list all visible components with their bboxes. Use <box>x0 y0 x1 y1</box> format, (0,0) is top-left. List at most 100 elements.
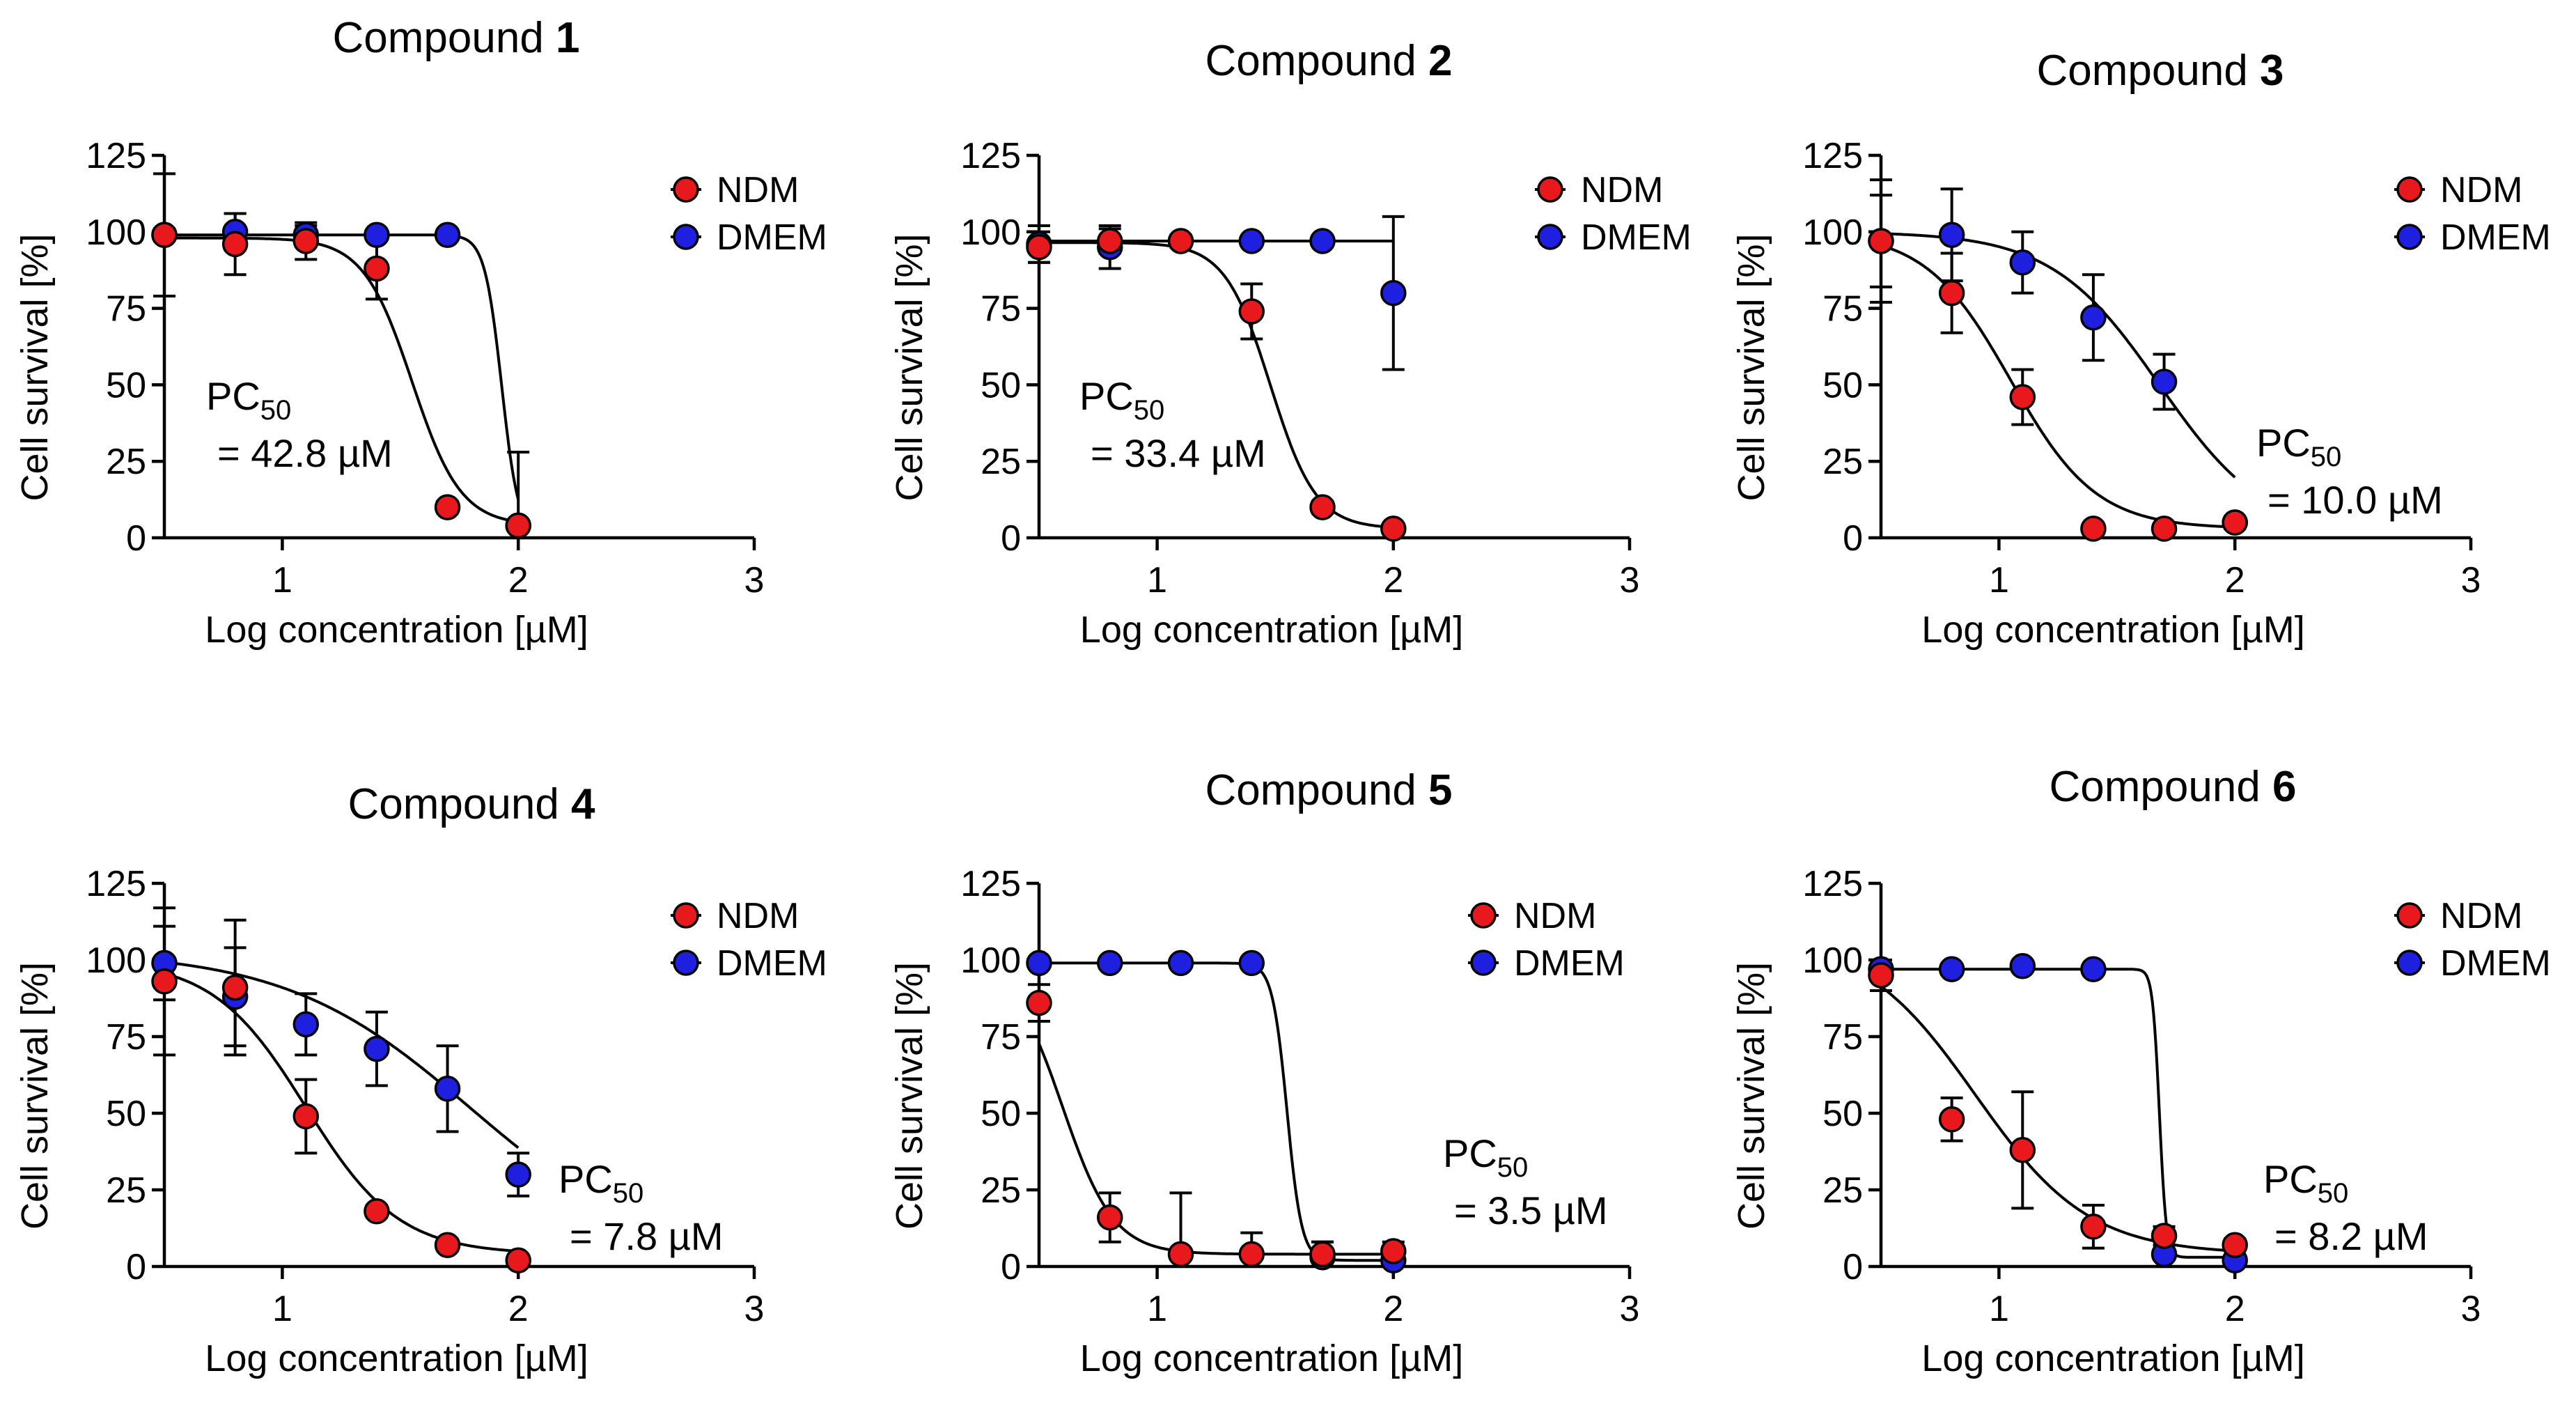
legend-marker <box>2396 176 2423 203</box>
data-point-ndm <box>1167 1241 1194 1268</box>
x-axis-label: Log concentration [µM] <box>205 1338 588 1379</box>
y-tick-label: 125 <box>86 864 146 904</box>
x-tick-label: 1 <box>1989 1289 2009 1329</box>
data-point-dmem <box>1167 950 1194 977</box>
y-axis-label: Cell survival [%] <box>14 233 56 501</box>
legend-marker <box>1470 902 1497 929</box>
y-tick-label: 75 <box>106 1017 146 1058</box>
legend-item-dmem: DMEM <box>2394 217 2551 258</box>
data-point-ndm <box>221 974 249 1001</box>
x-tick-label: 3 <box>1620 560 1640 601</box>
pc50-label: PC50 <box>559 1157 643 1209</box>
chart-panel-1: Compound 1 0 25 50 75 100 125 1 2 3 Log concentrat… <box>14 14 827 651</box>
legend-item-dmem: DMEM <box>1468 943 1625 984</box>
data-point-ndm <box>151 968 178 995</box>
pc50-annotation: PC50 = 10.0 µM <box>2256 421 2443 522</box>
legend-item-ndm: NDM <box>671 896 799 936</box>
y-axis-label: Cell survival [%] <box>14 962 56 1230</box>
y-axis-label: Cell survival [%] <box>889 233 930 501</box>
y-tick-label: 125 <box>1802 136 1863 176</box>
data-point-ndm <box>2080 1214 2107 1240</box>
x-tick-label: 1 <box>1147 560 1167 601</box>
data-point-ndm <box>1097 228 1123 254</box>
y-tick-label: 100 <box>1802 940 1863 981</box>
data-point-ndm <box>1938 1106 1965 1133</box>
chart-title-number: 2 <box>1428 37 1452 85</box>
legend-item-ndm: NDM <box>2394 896 2522 936</box>
data-point-ndm <box>2009 1137 2036 1163</box>
data-point-ndm <box>2150 1223 2178 1249</box>
x-axis-label: Log concentration [µM] <box>1080 1338 1463 1379</box>
chart-panel-3: Compound 3 0 25 50 75 100 125 1 2 3 Log concentrat… <box>1731 47 2551 651</box>
fit-curve-dmem <box>1881 968 2235 1259</box>
chart-title: Compound 5 <box>1205 766 1452 814</box>
chart-title: Compound 6 <box>2049 763 2296 811</box>
pc50-label: PC50 <box>2256 421 2341 472</box>
y-tick-label: 25 <box>981 442 1021 482</box>
pc50-label: PC50 <box>2263 1157 2348 1209</box>
x-tick-label: 1 <box>272 1289 292 1329</box>
data-point-ndm <box>1868 228 1894 254</box>
x-tick-label: 1 <box>1989 560 2009 601</box>
legend-item-dmem: DMEM <box>2394 943 2551 984</box>
fit-curve-dmem <box>1880 232 2236 479</box>
pc50-prefix: PC <box>2256 421 2311 465</box>
data-point-dmem <box>2080 304 2107 331</box>
y-tick-label: 25 <box>106 1170 146 1211</box>
y-tick-label: 100 <box>86 940 146 981</box>
legend-marker <box>1470 950 1497 976</box>
data-point-dmem <box>1026 950 1052 977</box>
data-point-ndm <box>2009 384 2036 410</box>
data-point-dmem <box>1309 228 1336 254</box>
y-tick-label: 100 <box>960 212 1021 253</box>
x-tick-label: 2 <box>2225 1289 2245 1329</box>
pc50-prefix: PC <box>2263 1157 2318 1201</box>
pc50-subscript: 50 <box>613 1178 644 1209</box>
pc50-value: = 7.8 µM <box>570 1214 724 1258</box>
data-point-ndm <box>2080 516 2107 542</box>
y-tick-label: 50 <box>1822 365 1863 405</box>
y-tick-label: 0 <box>126 1247 146 1287</box>
pc50-subscript: 50 <box>1497 1152 1529 1183</box>
y-tick-label: 50 <box>1822 1094 1863 1134</box>
x-tick-label: 3 <box>2461 1289 2481 1329</box>
pc50-subscript: 50 <box>2311 442 2342 472</box>
y-tick-label: 25 <box>1822 1170 1863 1211</box>
legend-marker <box>673 902 699 929</box>
data-point-ndm <box>2222 1232 2248 1258</box>
data-point-ndm <box>1938 279 1965 307</box>
chart-title-number: 4 <box>571 780 595 828</box>
data-point-ndm <box>221 231 249 258</box>
fit-curve-ndm <box>164 236 519 524</box>
data-point-dmem <box>434 222 461 248</box>
y-tick-label: 25 <box>106 442 146 482</box>
data-point-ndm <box>1026 989 1052 1016</box>
data-point-ndm <box>2222 509 2248 536</box>
fit-curve-ndm <box>1038 1043 1394 1256</box>
chart-title: Compound 4 <box>348 780 595 828</box>
legend-label: DMEM <box>1514 943 1625 984</box>
data-point-dmem <box>1238 950 1265 977</box>
data-point-dmem <box>1097 950 1123 977</box>
chart-title: Compound 3 <box>2036 47 2284 95</box>
y-tick-label: 125 <box>960 864 1021 904</box>
x-tick-label: 2 <box>1383 560 1403 601</box>
y-tick-label: 100 <box>960 940 1021 981</box>
legend-marker <box>673 224 699 250</box>
pc50-value: = 3.5 µM <box>1454 1188 1608 1232</box>
fit-curve-dmem <box>1039 961 1394 1262</box>
legend-item-ndm: NDM <box>2394 170 2522 210</box>
pc50-annotation: PC50 = 3.5 µM <box>1443 1131 1608 1232</box>
y-tick-label: 0 <box>126 518 146 559</box>
legend-marker <box>2396 950 2423 976</box>
data-point-dmem <box>1380 279 1407 307</box>
pc50-label: PC50 <box>1443 1131 1528 1183</box>
legend-marker <box>1537 176 1563 203</box>
y-tick-label: 0 <box>1001 518 1021 559</box>
chart-title-prefix: Compound <box>1205 766 1428 814</box>
fit-curve-dmem <box>164 961 520 1149</box>
legend-label: DMEM <box>717 217 827 258</box>
data-point-ndm <box>1167 228 1194 254</box>
legend-item-ndm: NDM <box>671 170 799 210</box>
